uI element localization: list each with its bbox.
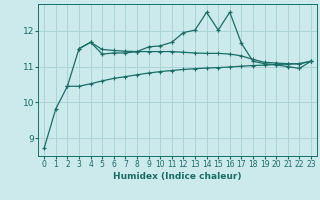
X-axis label: Humidex (Indice chaleur): Humidex (Indice chaleur) xyxy=(113,172,242,181)
